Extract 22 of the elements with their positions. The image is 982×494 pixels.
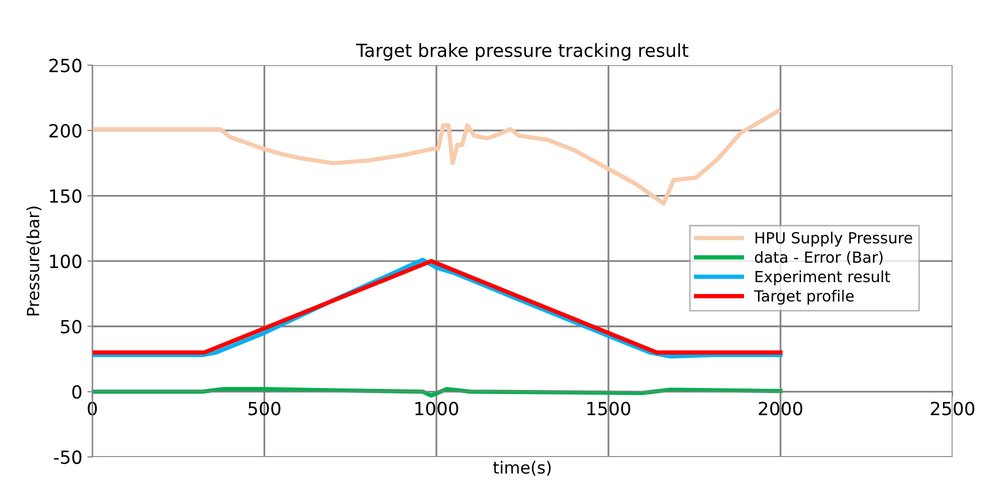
y-tick-label: -50 [54,450,82,464]
x-tick-label: 1000 [415,402,458,416]
chart-title: Target brake pressure tracking result [356,43,688,61]
x-axis-title: time(s) [493,460,551,476]
y-tick-label: 250 [49,58,82,72]
x-tick-label: 2500 [930,402,974,416]
x-tick-label: 1500 [587,402,630,416]
legend-label: data - Error (Bar) [754,251,883,265]
legend-label: Target profile [754,290,854,305]
y-axis-title: Pressure(bar) [26,206,42,316]
line-series [92,386,783,398]
y-tick-label: 50 [61,320,82,334]
y-tick-label: 100 [50,254,82,268]
x-tick-label: 500 [248,402,280,416]
line-series [92,108,781,206]
x-tick-label: 0 [88,402,97,416]
x-tick-label: 2000 [758,402,802,416]
y-tick-label: 200 [49,124,82,138]
y-tick-label: 0 [72,385,82,399]
y-tick-label: 150 [50,189,82,203]
legend-label: HPU Supply Pressure [756,232,912,247]
legend-label: Experiment result [756,270,890,286]
